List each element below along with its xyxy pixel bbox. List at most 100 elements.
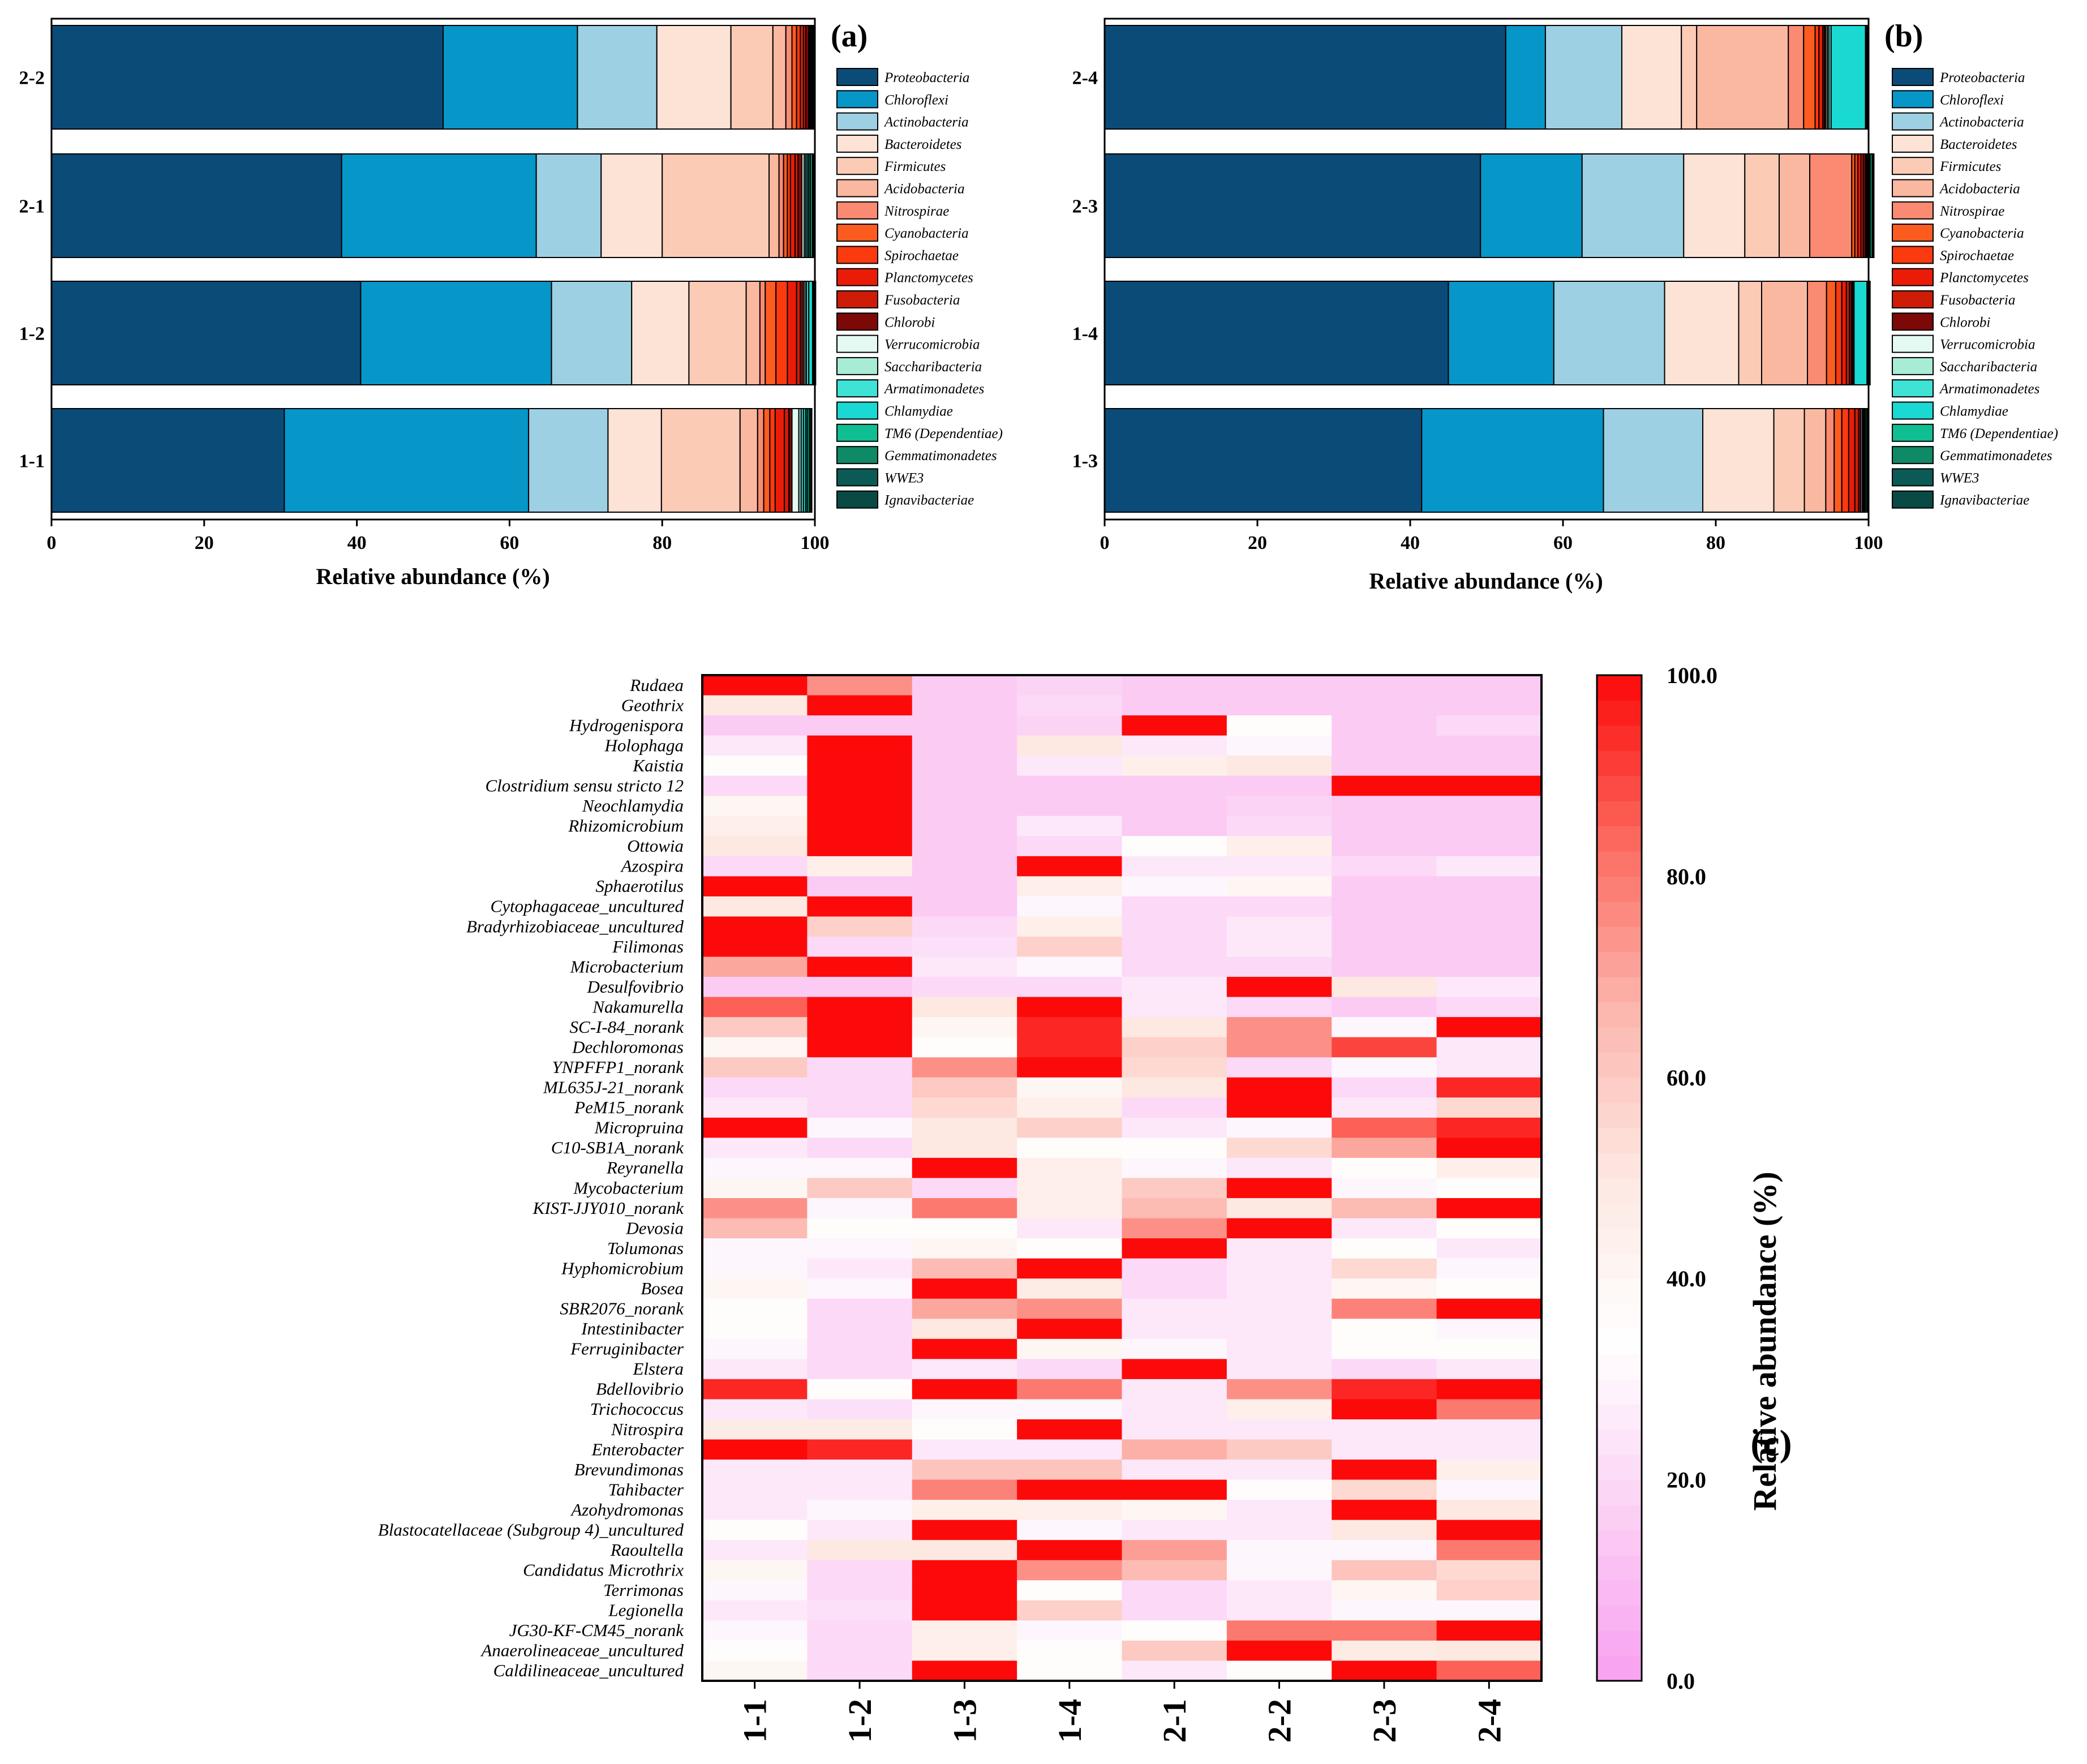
bar-segment bbox=[1803, 408, 1827, 513]
legend-label: Bacteroidetes bbox=[1940, 137, 2017, 152]
heatmap-cell bbox=[1332, 1580, 1437, 1601]
heatmap-cell bbox=[702, 775, 808, 796]
column-label: 2-1 bbox=[1156, 1699, 1193, 1742]
heatmap-cell bbox=[807, 675, 913, 696]
column-label: 2-3 bbox=[1366, 1699, 1403, 1742]
heatmap-cell bbox=[1122, 1540, 1227, 1561]
bar-segment bbox=[1104, 153, 1481, 258]
colorbar-title: Relative abundance (%) bbox=[1746, 1171, 1783, 1510]
row-label: Holophaga bbox=[604, 735, 684, 755]
heatmap-cell bbox=[912, 1278, 1017, 1299]
bar-segment bbox=[808, 281, 813, 385]
y-tick-label: 1-3 bbox=[1072, 451, 1098, 472]
heatmap-cell bbox=[1017, 1319, 1122, 1340]
heatmap-cell bbox=[702, 836, 808, 857]
heatmap-cell bbox=[702, 1037, 808, 1058]
bar-segment bbox=[1869, 281, 1871, 385]
colorbar-segment bbox=[1597, 926, 1642, 952]
heatmap-cell bbox=[912, 1298, 1017, 1319]
row-label: Ferruginibacter bbox=[570, 1339, 684, 1359]
row-label: Legionella bbox=[608, 1600, 684, 1620]
bar-segment bbox=[769, 408, 776, 513]
legend-label: Nitrospirae bbox=[1939, 204, 2004, 219]
column-label: 2-2 bbox=[1261, 1699, 1298, 1742]
heatmap-cell bbox=[912, 1660, 1017, 1681]
heatmap-cell bbox=[1226, 1097, 1332, 1118]
heatmap-cell bbox=[912, 856, 1017, 877]
row-label: Cytophagaceae_uncultured bbox=[491, 896, 684, 916]
heatmap-cell bbox=[1017, 1620, 1122, 1641]
bar-segment bbox=[783, 153, 788, 258]
heatmap-cell bbox=[702, 816, 808, 836]
heatmap-cell bbox=[912, 1077, 1017, 1098]
heatmap-cell bbox=[807, 896, 913, 917]
heatmap-cell bbox=[1332, 695, 1437, 716]
heatmap-cell bbox=[1332, 1540, 1437, 1561]
heatmap-cell bbox=[1436, 1640, 1542, 1661]
colorbar-segment bbox=[1597, 1655, 1642, 1681]
heatmap-cell bbox=[1226, 1600, 1332, 1621]
heatmap-cell bbox=[702, 1319, 808, 1340]
heatmap-cell bbox=[1122, 1399, 1227, 1420]
heatmap-cell bbox=[912, 916, 1017, 937]
heatmap-cell bbox=[1332, 997, 1437, 1018]
heatmap-cell bbox=[1122, 1117, 1227, 1138]
heatmap-cell bbox=[1122, 1640, 1227, 1661]
x-tick-label: 60 bbox=[1553, 533, 1573, 553]
row-label: Microbacterium bbox=[570, 956, 684, 976]
heatmap-cell bbox=[1017, 997, 1122, 1018]
heatmap-cell bbox=[1226, 1359, 1332, 1380]
heatmap-cell bbox=[1436, 1338, 1542, 1359]
heatmap-cell bbox=[702, 1359, 808, 1380]
heatmap-cell bbox=[912, 1178, 1017, 1199]
x-tick-label: 40 bbox=[1401, 533, 1420, 553]
legend-swatch bbox=[1892, 224, 1934, 242]
heatmap-cell bbox=[1226, 1057, 1332, 1078]
legend-label: Saccharibacteria bbox=[1940, 359, 2037, 375]
heatmap-cell bbox=[912, 796, 1017, 817]
heatmap-cell bbox=[912, 1500, 1017, 1521]
row-label: Elstera bbox=[632, 1359, 684, 1379]
row-label: Rudaea bbox=[629, 675, 684, 695]
heatmap-cell bbox=[702, 956, 808, 977]
bar-segment bbox=[759, 281, 766, 385]
heatmap-cell bbox=[807, 1338, 913, 1359]
colorbar-segment bbox=[1597, 1203, 1642, 1229]
heatmap-cell bbox=[1436, 1258, 1542, 1279]
heatmap-cell bbox=[1122, 1057, 1227, 1078]
bar-segment bbox=[1603, 408, 1704, 513]
row-label: C10-SB1A_norank bbox=[551, 1138, 684, 1157]
panel-label-a: (a) bbox=[831, 19, 868, 54]
heatmap-cell bbox=[1017, 1218, 1122, 1239]
legend-swatch bbox=[836, 68, 878, 86]
bar-segment bbox=[1873, 153, 1875, 258]
bar-segment bbox=[787, 281, 797, 385]
heatmap-cell bbox=[702, 715, 808, 736]
heatmap-cell bbox=[1226, 1500, 1332, 1521]
heatmap-cell bbox=[1226, 1640, 1332, 1661]
heatmap-cell bbox=[702, 916, 808, 937]
heatmap-cell bbox=[1122, 1338, 1227, 1359]
bar-segment bbox=[1104, 408, 1423, 513]
heatmap-cell bbox=[1122, 1560, 1227, 1581]
row-label: Desulfovibrio bbox=[587, 977, 684, 997]
colorbar-tick-label: 20.0 bbox=[1667, 1467, 1706, 1493]
heatmap-cell bbox=[1436, 1077, 1542, 1098]
heatmap-cell bbox=[912, 695, 1017, 716]
heatmap-cell bbox=[1017, 916, 1122, 937]
legend-label: Firmicutes bbox=[1939, 159, 2001, 174]
heatmap-cell bbox=[912, 1419, 1017, 1440]
colorbar-segment bbox=[1597, 1454, 1642, 1480]
colorbar-tick-label: 80.0 bbox=[1667, 864, 1706, 889]
row-label: Rhizomicrobium bbox=[568, 816, 684, 836]
heatmap-cell bbox=[1122, 1359, 1227, 1380]
heatmap-cell bbox=[702, 1238, 808, 1259]
heatmap-cell bbox=[1332, 1298, 1437, 1319]
heatmap-cell bbox=[912, 1600, 1017, 1621]
x-tick-label: 60 bbox=[500, 533, 519, 553]
heatmap-cell bbox=[1017, 1399, 1122, 1420]
heatmap-cell bbox=[807, 977, 913, 998]
heatmap-cell bbox=[912, 997, 1017, 1018]
heatmap-cell bbox=[1017, 1479, 1122, 1500]
heatmap-cell bbox=[1332, 1238, 1437, 1259]
